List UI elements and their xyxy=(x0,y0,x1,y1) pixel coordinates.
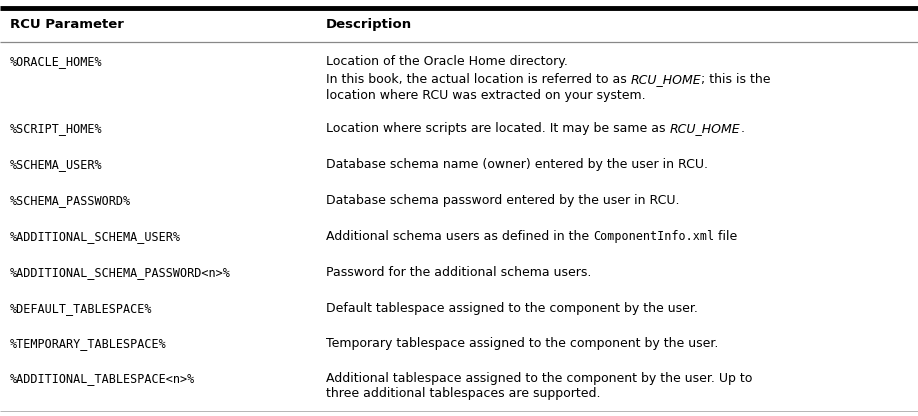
Text: Additional schema users as defined in the: Additional schema users as defined in th… xyxy=(326,230,593,243)
Text: %SCRIPT_HOME%: %SCRIPT_HOME% xyxy=(10,122,103,135)
Text: %SCHEMA_PASSWORD%: %SCHEMA_PASSWORD% xyxy=(10,194,131,207)
Text: Database schema name (owner) entered by the user in RCU.: Database schema name (owner) entered by … xyxy=(326,158,708,171)
Text: three additional tablespaces are supported.: three additional tablespaces are support… xyxy=(326,387,600,401)
Text: In this book, the actual location is referred to as: In this book, the actual location is ref… xyxy=(326,73,631,86)
Text: %ADDITIONAL_SCHEMA_PASSWORD<n>%: %ADDITIONAL_SCHEMA_PASSWORD<n>% xyxy=(10,266,230,279)
Text: %DEFAULT_TABLESPACE%: %DEFAULT_TABLESPACE% xyxy=(10,302,152,315)
Text: RCU_HOME: RCU_HOME xyxy=(669,122,740,135)
Text: %ADDITIONAL_SCHEMA_USER%: %ADDITIONAL_SCHEMA_USER% xyxy=(10,230,181,243)
Text: Database schema password entered by the user in RCU.: Database schema password entered by the … xyxy=(326,194,679,207)
Text: %TEMPORARY_TABLESPACE%: %TEMPORARY_TABLESPACE% xyxy=(10,337,167,350)
Text: %ORACLE_HOME%: %ORACLE_HOME% xyxy=(10,55,103,68)
Text: .: . xyxy=(740,122,744,135)
Text: RCU_HOME: RCU_HOME xyxy=(631,73,701,86)
Text: %SCHEMA_USER%: %SCHEMA_USER% xyxy=(10,158,103,171)
Text: ComponentInfo.xml: ComponentInfo.xml xyxy=(593,230,714,243)
Text: Location of the Oracle Home directory.: Location of the Oracle Home directory. xyxy=(326,55,568,68)
Text: RCU Parameter: RCU Parameter xyxy=(10,18,124,31)
Text: Additional tablespace assigned to the component by the user. Up to: Additional tablespace assigned to the co… xyxy=(326,372,753,385)
Text: Description: Description xyxy=(326,18,412,31)
Text: file: file xyxy=(714,230,737,243)
Text: Password for the additional schema users.: Password for the additional schema users… xyxy=(326,266,591,279)
Text: ; this is the: ; this is the xyxy=(701,73,771,86)
Text: %ADDITIONAL_TABLESPACE<n>%: %ADDITIONAL_TABLESPACE<n>% xyxy=(10,372,196,385)
Text: Temporary tablespace assigned to the component by the user.: Temporary tablespace assigned to the com… xyxy=(326,337,719,350)
Text: Location where scripts are located. It may be same as: Location where scripts are located. It m… xyxy=(326,122,669,135)
Text: location where RCU was extracted on your system.: location where RCU was extracted on your… xyxy=(326,89,645,102)
Text: Default tablespace assigned to the component by the user.: Default tablespace assigned to the compo… xyxy=(326,302,698,315)
